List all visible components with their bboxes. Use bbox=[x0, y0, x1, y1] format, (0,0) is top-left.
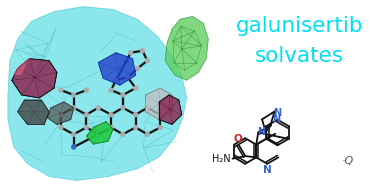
Text: H₂N: H₂N bbox=[212, 154, 231, 164]
Circle shape bbox=[109, 113, 113, 117]
Circle shape bbox=[158, 125, 162, 129]
Circle shape bbox=[109, 88, 113, 92]
Circle shape bbox=[129, 51, 133, 55]
Circle shape bbox=[134, 113, 138, 117]
Polygon shape bbox=[165, 16, 208, 80]
Text: O: O bbox=[234, 134, 242, 144]
Circle shape bbox=[85, 125, 88, 129]
Circle shape bbox=[121, 93, 125, 97]
Circle shape bbox=[59, 113, 63, 117]
Text: N: N bbox=[273, 108, 282, 118]
Circle shape bbox=[121, 132, 125, 136]
Circle shape bbox=[72, 132, 76, 136]
Circle shape bbox=[146, 106, 149, 110]
Circle shape bbox=[72, 145, 76, 149]
Polygon shape bbox=[18, 100, 49, 125]
Circle shape bbox=[85, 88, 88, 92]
Polygon shape bbox=[8, 7, 187, 180]
Circle shape bbox=[141, 49, 144, 53]
Polygon shape bbox=[159, 95, 182, 125]
Polygon shape bbox=[87, 122, 113, 144]
Polygon shape bbox=[98, 53, 136, 85]
Circle shape bbox=[146, 59, 149, 63]
Circle shape bbox=[126, 75, 130, 79]
Circle shape bbox=[134, 125, 138, 129]
Circle shape bbox=[136, 67, 139, 70]
Circle shape bbox=[96, 132, 100, 136]
Circle shape bbox=[121, 106, 125, 110]
Circle shape bbox=[158, 113, 162, 117]
Circle shape bbox=[85, 113, 88, 117]
Circle shape bbox=[114, 78, 118, 82]
Text: N: N bbox=[272, 115, 280, 125]
Circle shape bbox=[59, 125, 63, 129]
Text: N: N bbox=[257, 127, 265, 137]
Text: ·Q: ·Q bbox=[342, 156, 354, 166]
Circle shape bbox=[134, 86, 138, 90]
Polygon shape bbox=[14, 59, 29, 75]
Text: N: N bbox=[263, 165, 272, 175]
Circle shape bbox=[96, 106, 100, 110]
Circle shape bbox=[59, 88, 63, 92]
Circle shape bbox=[72, 93, 76, 97]
Circle shape bbox=[146, 132, 149, 136]
Polygon shape bbox=[12, 59, 57, 98]
Polygon shape bbox=[146, 88, 172, 120]
Circle shape bbox=[109, 125, 113, 129]
Polygon shape bbox=[47, 102, 74, 125]
Circle shape bbox=[72, 106, 76, 110]
Text: galunisertib: galunisertib bbox=[236, 16, 363, 36]
Text: solvates: solvates bbox=[255, 46, 344, 66]
